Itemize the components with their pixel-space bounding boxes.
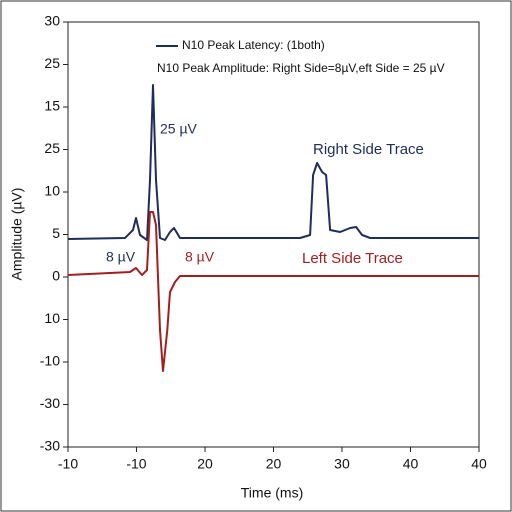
trace-line xyxy=(67,211,479,372)
y-tick-label: 15 xyxy=(44,98,60,114)
annotation: 8 µV xyxy=(106,249,136,265)
annotation: Right Side Trace xyxy=(313,141,424,158)
legend-subtitle: N10 Peak Amplitude: Right Side=8µV,eft S… xyxy=(157,61,445,75)
x-tick-label: 40 xyxy=(471,456,487,472)
x-tick-label: 30 xyxy=(334,456,350,472)
y-tick-label: -10 xyxy=(40,353,60,369)
y-tick-label: 25 xyxy=(44,140,60,156)
trace-line xyxy=(67,84,479,241)
y-tick-label: 10 xyxy=(44,183,60,199)
y-tick-label: -30 xyxy=(40,395,60,411)
annotation: 8 µV xyxy=(185,249,215,265)
x-axis-label: Time (ms) xyxy=(241,485,303,501)
x-tick-label: -10 xyxy=(58,456,78,472)
y-tick-label: -30 xyxy=(40,438,60,454)
x-tick-label: 20 xyxy=(266,456,282,472)
legend-title: N10 Peak Latency: (1both) xyxy=(182,38,325,52)
annotation: Left Side Trace xyxy=(302,250,403,267)
y-tick-label: 30 xyxy=(44,13,60,29)
y-axis-label: Amplitude (µV) xyxy=(9,188,25,281)
x-tick-label: 40 xyxy=(403,456,419,472)
y-tick-label: 10 xyxy=(44,310,60,326)
y-tick-label: 25 xyxy=(44,55,60,71)
x-tick-label: 20 xyxy=(197,456,213,472)
y-tick-label: 0 xyxy=(52,268,60,284)
x-tick-label: -10 xyxy=(126,456,146,472)
annotation: 25 µV xyxy=(160,121,198,137)
y-tick-label: 5 xyxy=(52,225,60,241)
